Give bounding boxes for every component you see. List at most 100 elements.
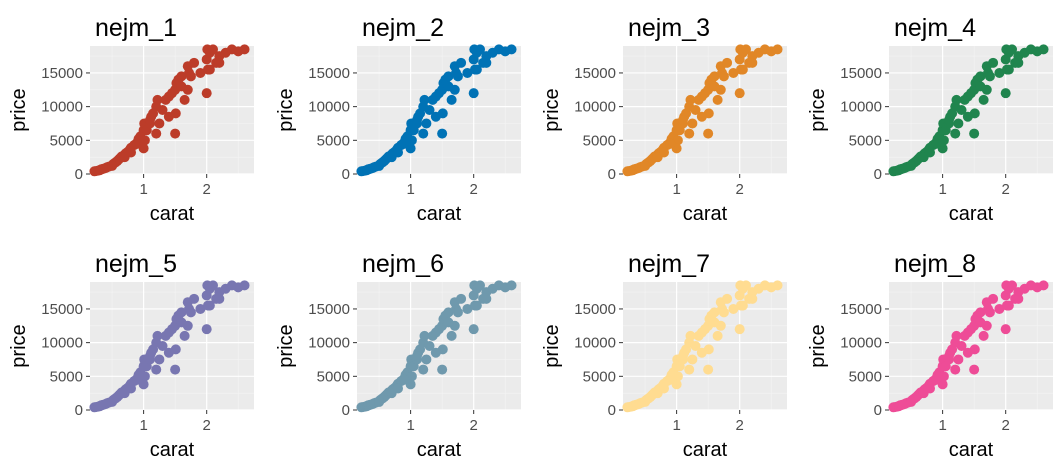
data-point [201,88,212,99]
y-tick-label: 10000 [574,335,616,352]
data-point [1013,57,1024,68]
y-axis-title: price [275,88,297,131]
data-point [734,88,745,99]
data-point [665,138,676,149]
data-point [430,111,441,122]
data-point [690,341,701,351]
x-axis-title: carat [949,439,994,461]
data-point [132,138,143,149]
data-point [747,293,758,304]
panel-title: nejm_7 [628,250,710,278]
data-point [418,364,429,375]
data-point [154,354,165,365]
data-point [994,67,1005,78]
data-point [506,44,517,55]
y-tick-label: 0 [874,402,882,419]
y-tick-label: 10000 [840,335,882,352]
panel-title: nejm_5 [95,250,177,278]
x-tick-label: 2 [203,417,211,434]
scatter-panel-1: 1 2 0 5000 10000 15000 carat price nejm_1 [8,14,254,225]
data-point [1038,44,1049,55]
y-tick-label: 0 [75,166,83,183]
data-point [411,115,422,126]
x-tick-label: 1 [139,181,147,198]
data-point [437,364,448,375]
x-tick-label: 1 [139,417,147,434]
data-point [179,330,190,341]
data-point [712,330,723,341]
x-tick-label: 2 [470,417,478,434]
y-tick-label: 10000 [308,99,350,116]
y-tick-label: 0 [75,402,83,419]
x-tick-label: 1 [406,417,414,434]
data-point [374,396,385,407]
data-point [475,44,485,55]
data-point [424,105,435,115]
x-tick-label: 2 [1002,417,1010,434]
x-axis-title: carat [683,439,728,461]
scatter-panel-4: 1 2 0 5000 10000 15000 carat price nejm_4 [807,14,1053,225]
data-point [163,111,174,122]
data-point [722,293,733,304]
y-tick-label: 5000 [50,368,83,385]
y-tick-label: 10000 [41,99,83,116]
data-point [969,128,980,139]
data-point [772,44,783,55]
data-point [208,280,218,291]
data-point [672,135,683,146]
data-point [126,383,136,394]
data-point [1000,324,1011,335]
x-axis-title: carat [949,203,994,225]
data-point [728,303,739,314]
data-point [684,128,695,139]
data-point [684,364,695,375]
y-tick-label: 5000 [50,132,83,149]
data-point [406,135,417,146]
data-point [462,67,473,78]
data-point [722,57,733,68]
data-point [132,374,143,385]
data-point [741,280,751,291]
y-tick-label: 15000 [41,65,83,82]
data-point [430,347,441,358]
data-point [204,64,215,75]
data-point [446,94,457,105]
data-point [443,71,454,82]
y-tick-label: 15000 [840,65,882,82]
data-point [659,147,669,158]
data-point [462,303,473,314]
data-point [975,71,986,82]
y-tick-label: 0 [608,402,616,419]
plot-background [889,282,1053,410]
data-point [951,330,962,341]
panel-title: nejm_2 [362,14,444,42]
data-point [984,71,995,82]
data-point [685,94,696,105]
data-point [154,118,165,129]
data-point [126,147,136,158]
data-point [938,135,949,146]
data-point [151,364,162,375]
data-point [471,64,482,75]
panel-title: nejm_4 [894,14,976,42]
data-point [170,128,181,139]
data-point [151,128,162,139]
data-point [953,118,964,129]
plot-background [357,46,521,174]
x-tick-label: 1 [672,181,680,198]
data-point [1003,300,1014,311]
data-point [157,341,168,351]
x-tick-label: 2 [736,417,744,434]
data-point [1013,293,1024,304]
data-point [696,111,707,122]
x-tick-label: 2 [203,181,211,198]
data-point [672,371,683,382]
data-point [214,57,225,68]
x-tick-label: 2 [736,181,744,198]
scatter-panel-8: 1 2 0 5000 10000 15000 carat price nejm_8 [807,250,1053,461]
data-point [956,105,967,115]
data-point [144,351,155,362]
data-point [696,347,707,358]
data-point [239,44,250,55]
